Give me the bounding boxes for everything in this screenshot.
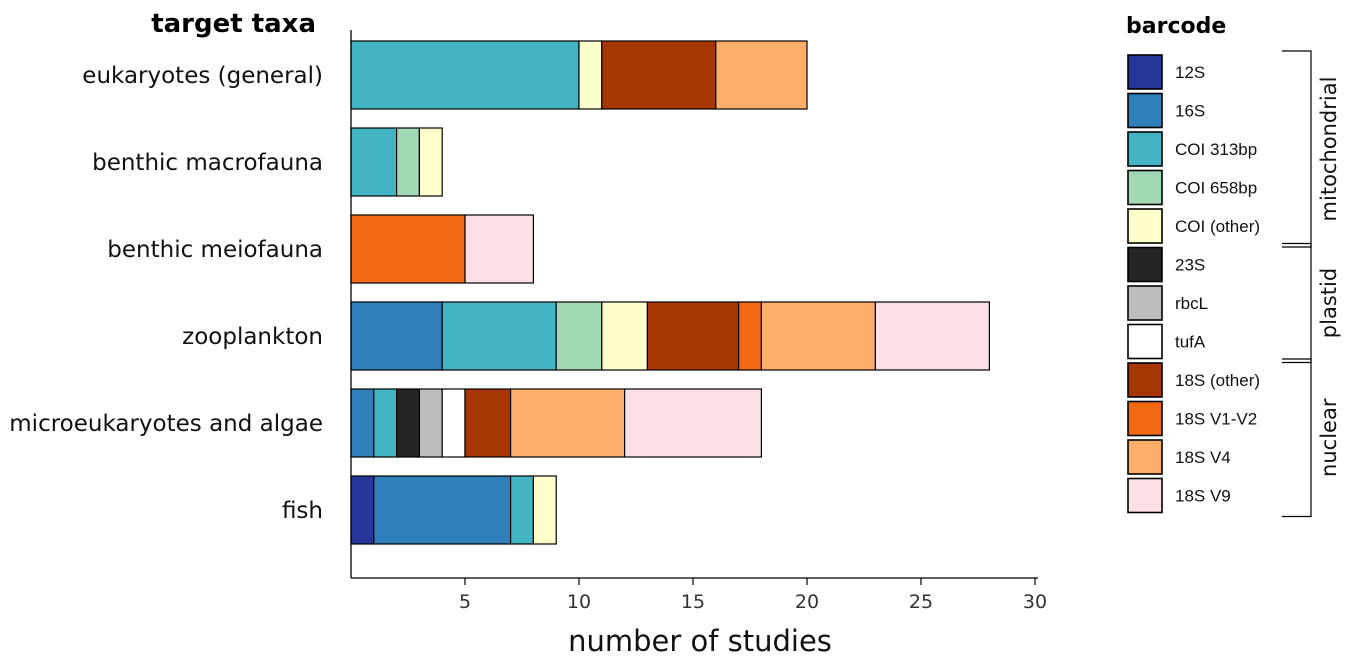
legend-label-coi-658bp: COI 658bp <box>1175 179 1257 198</box>
legend-swatch-18s-v4 <box>1127 439 1163 475</box>
legend-swatch-tufa <box>1127 323 1163 360</box>
bar-segment-microeukaryotes-and-algae-23s <box>396 388 421 458</box>
legend-label-coi-313bp: COI 313bp <box>1175 140 1257 159</box>
legend-label-16s: 16S <box>1175 102 1205 121</box>
bar-segment-eukaryotes-general-18s-other <box>601 40 717 110</box>
x-axis-title: number of studies <box>568 624 832 658</box>
y-tick-label-fish: fish <box>282 498 323 524</box>
x-tick-label: 15 <box>681 591 705 613</box>
bar-segment-benthic-macrofauna-coi-658bp <box>396 127 421 197</box>
legend-label-rbcl: rbcL <box>1175 294 1208 313</box>
legend-label-23s: 23S <box>1175 256 1205 275</box>
legend-swatch-coi-313bp <box>1127 131 1163 167</box>
legend-swatch-16s <box>1127 92 1163 129</box>
bar-segment-eukaryotes-general-18s-v4 <box>715 40 808 110</box>
bar-segment-benthic-macrofauna-coi-other <box>418 127 443 197</box>
legend-label-tufa: tufA <box>1175 333 1206 352</box>
y-tick-label-eukaryotes-general: eukaryotes (general) <box>82 63 323 89</box>
legend-group-bracket <box>1282 242 1312 364</box>
bar-segment-zooplankton-16s <box>350 301 443 371</box>
bar-segment-zooplankton-coi-313bp <box>441 301 557 371</box>
bar-segment-zooplankton-coi-other <box>601 301 648 371</box>
bar-segment-fish-coi-other <box>532 475 557 545</box>
bars-layer <box>350 40 991 545</box>
bar-segment-zooplankton-coi-658bp <box>555 301 603 371</box>
x-tick-label: 25 <box>909 591 933 613</box>
bar-segment-zooplankton-18s-v1-v2 <box>737 301 762 371</box>
bar-segment-microeukaryotes-and-algae-18s-other <box>464 388 512 458</box>
legend-label-18s-v1-v2: 18S V1-V2 <box>1175 410 1257 429</box>
legend-group-bracket <box>1282 358 1312 518</box>
bar-segment-benthic-meiofauna-18s-v1-v2 <box>350 214 466 284</box>
bar-segment-microeukaryotes-and-algae-16s <box>350 388 375 458</box>
x-tick-label: 30 <box>1023 591 1047 613</box>
legend-title: barcode <box>1126 14 1226 39</box>
legend-group-label-plastid: plastid <box>1317 268 1341 338</box>
x-tick-label: 5 <box>459 591 471 613</box>
legend-label-12s: 12S <box>1175 63 1205 82</box>
bar-segment-benthic-meiofauna-18s-v9 <box>464 214 535 284</box>
legend-group-bracket <box>1282 50 1312 248</box>
legend-label-18s-v4: 18S V4 <box>1175 448 1231 467</box>
legend-swatch-coi-other <box>1127 208 1163 244</box>
bar-segment-fish-16s <box>373 475 512 545</box>
y-tick-label-benthic-macrofauna: benthic macrofauna <box>92 150 323 176</box>
bar-segment-zooplankton-18s-v9 <box>874 301 991 371</box>
legend-label-coi-other: COI (other) <box>1175 217 1260 236</box>
legend-swatch-18s-v9 <box>1127 477 1163 514</box>
bar-segment-benthic-macrofauna-coi-313bp <box>350 127 398 197</box>
bar-segment-eukaryotes-general-coi-other <box>578 40 603 110</box>
bar-segment-fish-12s <box>350 475 375 545</box>
legend-label-18s-other: 18S (other) <box>1175 371 1260 390</box>
y-tick-label-zooplankton: zooplankton <box>182 324 323 350</box>
x-tick-label: 20 <box>795 591 819 613</box>
bar-segment-fish-coi-313bp <box>510 475 535 545</box>
legend: 12S 16S COI 313bp COI 658bp COI (other) mitoc… <box>1127 50 1341 518</box>
bar-segment-microeukaryotes-and-algae-18s-v9 <box>623 388 762 458</box>
legend-label-18s-v9: 18S V9 <box>1175 487 1231 506</box>
y-tick-label-benthic-meiofauna: benthic meiofauna <box>107 237 323 263</box>
legend-swatch-18s-other <box>1127 362 1163 398</box>
bar-segment-microeukaryotes-and-algae-rbcl <box>418 388 443 458</box>
x-tick-labels: 5 10 15 20 25 30 <box>459 578 1047 613</box>
legend-swatch-12s <box>1127 54 1163 90</box>
legend-swatch-18s-v1-v2 <box>1127 400 1163 437</box>
y-tick-labels: eukaryotes (general) benthic macrofauna be… <box>9 63 323 524</box>
bar-segment-zooplankton-18s-other <box>646 301 740 371</box>
x-tick-label: 10 <box>567 591 591 613</box>
bar-segment-zooplankton-18s-v4 <box>760 301 877 371</box>
legend-group-label-nuclear: nuclear <box>1317 398 1341 477</box>
bar-segment-microeukaryotes-and-algae-tufa <box>441 388 466 458</box>
y-tick-label-microeukaryotes-and-algae: microeukaryotes and algae <box>9 411 323 437</box>
y-axis-title: target taxa <box>151 9 316 39</box>
legend-swatch-rbcl <box>1127 285 1163 321</box>
bar-segment-eukaryotes-general-coi-313bp <box>350 40 580 110</box>
legend-swatch-23s <box>1127 246 1163 283</box>
bar-segment-microeukaryotes-and-algae-18s-v4 <box>510 388 626 458</box>
legend-swatch-coi-658bp <box>1127 169 1163 206</box>
bar-segment-microeukaryotes-and-algae-coi-313bp <box>373 388 398 458</box>
legend-group-label-mitochondrial: mitochondrial <box>1317 77 1341 222</box>
